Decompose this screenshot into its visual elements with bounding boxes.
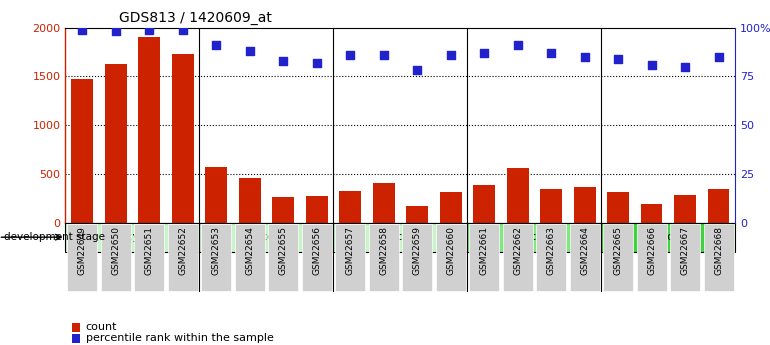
Point bbox=[411, 68, 424, 73]
Point bbox=[511, 42, 524, 48]
Text: GSM22657: GSM22657 bbox=[346, 226, 355, 275]
FancyBboxPatch shape bbox=[201, 224, 231, 291]
FancyBboxPatch shape bbox=[402, 224, 432, 291]
Text: GSM22660: GSM22660 bbox=[446, 226, 455, 275]
Text: GSM22652: GSM22652 bbox=[178, 226, 187, 275]
FancyBboxPatch shape bbox=[469, 224, 499, 291]
FancyBboxPatch shape bbox=[333, 223, 467, 252]
FancyBboxPatch shape bbox=[637, 224, 667, 291]
FancyBboxPatch shape bbox=[603, 224, 633, 291]
Point bbox=[344, 52, 357, 58]
Text: GSM22653: GSM22653 bbox=[212, 226, 221, 275]
Bar bbox=[474, 185, 495, 223]
Bar bbox=[407, 206, 428, 223]
Text: GSM22651: GSM22651 bbox=[145, 226, 154, 275]
Text: GDS813 / 1420609_at: GDS813 / 1420609_at bbox=[119, 11, 272, 25]
Text: percentile rank within the sample: percentile rank within the sample bbox=[85, 333, 273, 343]
Text: GSM22664: GSM22664 bbox=[580, 226, 589, 275]
Bar bbox=[440, 192, 461, 223]
Bar bbox=[206, 167, 227, 223]
FancyBboxPatch shape bbox=[503, 224, 533, 291]
Bar bbox=[708, 189, 729, 223]
Text: 8-cell: 8-cell bbox=[519, 232, 550, 242]
Point bbox=[210, 42, 223, 48]
Point bbox=[578, 54, 591, 60]
Point bbox=[545, 50, 557, 56]
Bar bbox=[641, 205, 662, 223]
Text: GSM22659: GSM22659 bbox=[413, 226, 422, 275]
Point bbox=[76, 27, 89, 32]
FancyBboxPatch shape bbox=[168, 224, 198, 291]
Bar bbox=[172, 54, 193, 223]
Text: GSM22662: GSM22662 bbox=[513, 226, 522, 275]
Text: GSM22661: GSM22661 bbox=[480, 226, 489, 275]
Bar bbox=[675, 195, 696, 223]
FancyBboxPatch shape bbox=[65, 223, 199, 252]
FancyBboxPatch shape bbox=[134, 224, 164, 291]
Bar bbox=[139, 37, 160, 223]
Text: GSM22663: GSM22663 bbox=[547, 226, 556, 275]
Text: GSM22655: GSM22655 bbox=[279, 226, 288, 275]
Text: GSM22658: GSM22658 bbox=[379, 226, 388, 275]
Text: GSM22668: GSM22668 bbox=[714, 226, 723, 275]
Point bbox=[109, 29, 122, 34]
FancyBboxPatch shape bbox=[67, 224, 97, 291]
Point bbox=[377, 52, 390, 58]
Bar bbox=[72, 79, 93, 223]
Point bbox=[143, 27, 156, 32]
Point bbox=[444, 52, 457, 58]
Bar bbox=[306, 196, 327, 223]
Text: blastocyst: blastocyst bbox=[640, 232, 697, 242]
FancyBboxPatch shape bbox=[436, 224, 466, 291]
Point bbox=[478, 50, 490, 56]
Bar bbox=[72, 323, 80, 332]
Text: GSM22656: GSM22656 bbox=[312, 226, 321, 275]
Bar bbox=[105, 64, 126, 223]
Text: development stage: development stage bbox=[4, 232, 105, 242]
FancyBboxPatch shape bbox=[536, 224, 566, 291]
Text: 2-cell: 2-cell bbox=[385, 232, 416, 242]
Bar bbox=[273, 197, 294, 223]
FancyBboxPatch shape bbox=[235, 224, 265, 291]
Point bbox=[310, 60, 323, 66]
Bar bbox=[72, 334, 80, 343]
FancyBboxPatch shape bbox=[101, 224, 131, 291]
FancyBboxPatch shape bbox=[268, 224, 298, 291]
FancyBboxPatch shape bbox=[302, 224, 332, 291]
Text: GSM22666: GSM22666 bbox=[647, 226, 656, 275]
Bar bbox=[541, 189, 562, 223]
FancyBboxPatch shape bbox=[199, 223, 333, 252]
Bar bbox=[340, 191, 361, 223]
FancyBboxPatch shape bbox=[570, 224, 600, 291]
Text: 1-cell: 1-cell bbox=[251, 232, 282, 242]
Text: oocyte: oocyte bbox=[114, 232, 151, 242]
Bar bbox=[373, 183, 394, 223]
FancyBboxPatch shape bbox=[601, 223, 735, 252]
FancyBboxPatch shape bbox=[704, 224, 734, 291]
Point bbox=[679, 64, 691, 69]
Point bbox=[645, 62, 658, 67]
Text: GSM22649: GSM22649 bbox=[78, 226, 87, 275]
FancyBboxPatch shape bbox=[467, 223, 601, 252]
Text: count: count bbox=[85, 322, 117, 332]
Bar bbox=[239, 178, 260, 223]
FancyBboxPatch shape bbox=[335, 224, 365, 291]
Bar bbox=[507, 168, 528, 223]
Point bbox=[277, 58, 290, 63]
Point bbox=[612, 56, 624, 61]
Point bbox=[712, 54, 725, 60]
Bar bbox=[608, 192, 629, 223]
Text: GSM22667: GSM22667 bbox=[681, 226, 690, 275]
Point bbox=[243, 48, 256, 54]
Point bbox=[176, 27, 189, 32]
Text: GSM22650: GSM22650 bbox=[111, 226, 120, 275]
Text: GSM22654: GSM22654 bbox=[245, 226, 254, 275]
FancyBboxPatch shape bbox=[369, 224, 399, 291]
FancyBboxPatch shape bbox=[670, 224, 700, 291]
Bar bbox=[574, 187, 595, 223]
Text: GSM22665: GSM22665 bbox=[614, 226, 623, 275]
